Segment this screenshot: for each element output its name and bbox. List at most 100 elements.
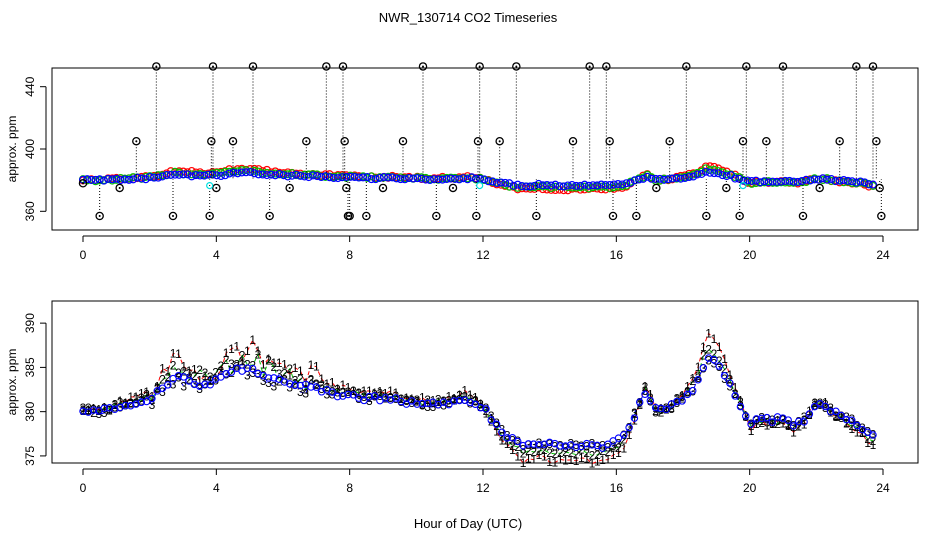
mean-point [784, 416, 792, 424]
y-tick-label-bottom: 375 [23, 446, 37, 466]
outlier-point [115, 183, 124, 193]
series-marker-1: 1 [101, 400, 108, 414]
y-tick-label-top: 440 [23, 76, 37, 96]
series-marker-2: 2 [732, 387, 739, 401]
series-marker-1: 1 [578, 451, 585, 465]
outlier-point [322, 62, 331, 71]
series-marker-1: 1 [721, 352, 728, 366]
series-marker-1: 1 [790, 425, 797, 439]
data-point-series3 [409, 174, 418, 183]
series-marker-3: 3 [774, 414, 781, 428]
series-marker-1: 1 [520, 456, 527, 470]
data-point-series3 [179, 170, 188, 179]
y-tick-label-bottom: 385 [23, 357, 37, 377]
series-marker-3: 3 [530, 438, 537, 452]
series-marker-3: 3 [302, 386, 309, 400]
series-marker-1: 1 [780, 417, 787, 431]
series-marker-2: 2 [626, 422, 633, 436]
data-point-series3 [588, 181, 597, 190]
series-marker-1: 1 [276, 356, 283, 370]
series-marker-2: 2 [440, 394, 447, 408]
mean-point [164, 381, 172, 389]
data-point-series2 [839, 178, 848, 187]
data-point-series3 [405, 173, 414, 182]
series-marker-1: 1 [127, 390, 134, 404]
x-tick-label-bottom: 24 [876, 481, 890, 495]
mean-point [482, 405, 490, 413]
data-point-series3 [576, 181, 585, 190]
outlier-point [632, 211, 641, 221]
series-marker-1: 1 [324, 377, 331, 391]
series-marker-1: 1 [684, 379, 691, 393]
data-point-series3 [823, 175, 832, 184]
data-point-series3 [417, 174, 426, 183]
series-marker-3: 3 [408, 396, 415, 410]
series-marker-3: 3 [239, 358, 246, 372]
series-marker-2: 2 [180, 365, 187, 379]
mean-point [837, 411, 845, 420]
mean-point [349, 391, 358, 399]
data-point-series3 [396, 175, 405, 184]
series-marker-2: 2 [191, 369, 198, 383]
outlier-point [568, 136, 578, 146]
series-marker-2: 2 [302, 383, 309, 397]
series-marker-2: 2 [541, 443, 548, 457]
data-point-series3 [568, 180, 577, 189]
outlier-point [398, 136, 408, 146]
series-marker-2: 2 [80, 403, 87, 417]
outlier-point-center [685, 65, 688, 68]
series-marker-3: 3 [377, 389, 384, 403]
series-marker-2: 2 [658, 405, 665, 419]
data-point-series3 [258, 170, 267, 179]
series-marker-2: 2 [546, 446, 553, 460]
outlier-point [605, 136, 614, 146]
data-point-series3 [559, 182, 568, 191]
outlier-point-center [348, 214, 351, 217]
series-marker-3: 3 [647, 394, 654, 408]
data-point-series3 [367, 175, 376, 184]
series-marker-3: 3 [509, 433, 516, 447]
mean-point [158, 384, 167, 392]
mean-point [280, 378, 289, 386]
outlier-point [735, 211, 744, 221]
series-marker-1: 1 [138, 387, 145, 401]
series-marker-2: 2 [785, 418, 792, 432]
series-marker-2: 2 [477, 400, 484, 414]
outlier-point [608, 211, 618, 221]
series-marker-2: 2 [106, 402, 113, 416]
outlier-point-center [818, 186, 821, 189]
series-marker-1: 1 [244, 344, 251, 358]
series-marker-2: 2 [111, 397, 118, 411]
series-marker-1: 1 [509, 443, 516, 457]
series-marker-2: 2 [774, 417, 781, 431]
mean-point [720, 371, 729, 380]
mean-point [392, 394, 400, 402]
mean-point [498, 428, 506, 437]
series-marker-3: 3 [260, 374, 267, 388]
data-point-series3 [522, 182, 531, 191]
data-point-series1 [254, 165, 263, 174]
outlier-point [652, 183, 661, 193]
series-marker-2: 2 [493, 419, 500, 433]
series-marker-1: 1 [626, 428, 633, 442]
series-marker-2: 2 [281, 367, 288, 381]
series-marker-3: 3 [202, 377, 209, 391]
outlier-point [702, 211, 711, 221]
series-marker-3: 3 [122, 399, 129, 413]
data-point-series3 [150, 173, 159, 182]
mean-point [116, 403, 124, 412]
series-marker-1: 1 [292, 361, 299, 375]
series-marker-1: 1 [700, 340, 707, 354]
series-marker-3: 3 [615, 436, 622, 450]
series-marker-2: 2 [127, 396, 134, 410]
mean-point [630, 414, 639, 422]
data-point-series3 [597, 180, 606, 189]
series-marker-2: 2 [620, 432, 627, 446]
series-marker-3: 3 [626, 421, 633, 435]
series-marker-1: 1 [705, 326, 712, 340]
data-point-series3 [442, 175, 451, 184]
series-marker-3: 3 [138, 391, 145, 405]
series-marker-2: 2 [605, 445, 612, 459]
data-point-series3 [99, 176, 108, 185]
series-marker-3: 3 [154, 382, 161, 396]
